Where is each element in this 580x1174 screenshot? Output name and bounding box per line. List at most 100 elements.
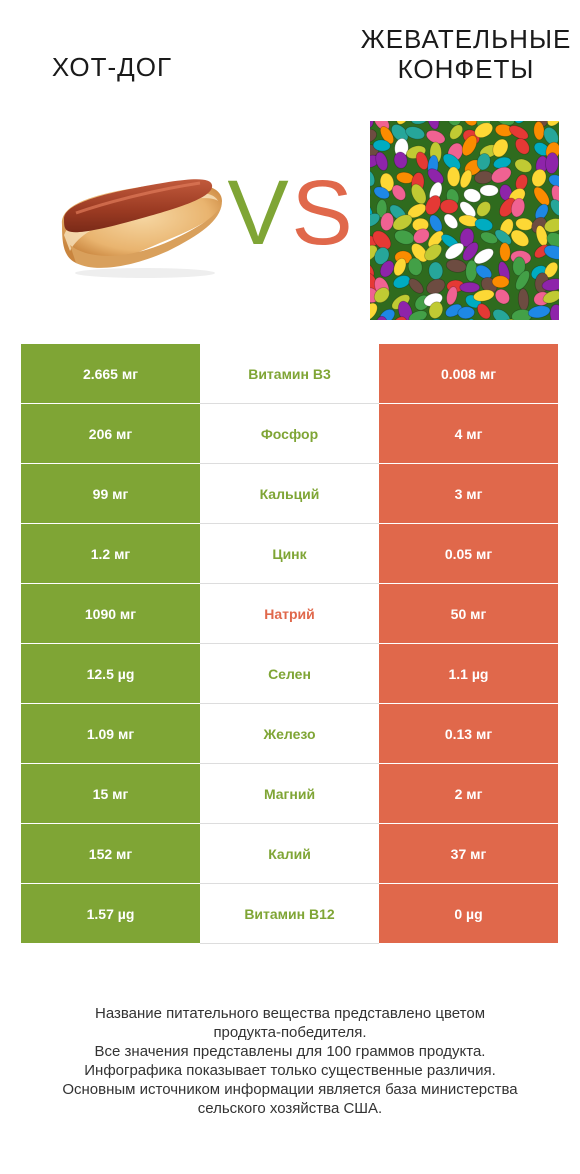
jelly-bean [442, 153, 461, 171]
nutrient-name: Калий [200, 824, 379, 884]
comparison-table: 2.665 мг Витамин B3 0.008 мг 206 мг Фосфор 4 … [21, 344, 558, 944]
vs-s-letter: S [291, 162, 352, 262]
jelly-bean [374, 246, 390, 265]
jelly-bean [546, 121, 559, 127]
jelly-bean [446, 121, 462, 127]
jelly-bean [427, 168, 444, 185]
right-value: 50 мг [379, 584, 558, 644]
nutrient-name: Натрий [200, 584, 379, 644]
table-row: 12.5 µg Селен 1.1 µg [21, 644, 558, 704]
vs-label: V S [228, 162, 353, 262]
footer-line: Все значения представлены для 100 граммо… [94, 1043, 486, 1060]
jelly-bean [543, 244, 559, 260]
nutrient-name: Железо [200, 704, 379, 764]
jelly-bean [390, 124, 409, 143]
jelly-bean [492, 138, 509, 158]
jelly-bean [463, 188, 482, 203]
jelly-bean [549, 304, 559, 320]
jelly-bean [550, 199, 559, 217]
jelly-bean [408, 310, 428, 320]
jelly-bean [407, 257, 423, 276]
table-row: 206 мг Фосфор 4 мг [21, 404, 558, 464]
left-value: 1.09 мг [21, 704, 200, 764]
jelly-bean [444, 242, 465, 260]
jelly-bean [491, 275, 510, 289]
jelly-bean [396, 121, 411, 125]
jelly-bean [476, 153, 491, 171]
table-row: 1.09 мг Железо 0.13 мг [21, 704, 558, 764]
jelly-bean [476, 201, 491, 217]
jelly-bean [370, 244, 378, 262]
table-row: 2.665 мг Витамин B3 0.008 мг [21, 344, 558, 404]
jelly-bean [372, 139, 391, 152]
table-row: 1.2 мг Цинк 0.05 мг [21, 524, 558, 584]
jelly-bean [461, 135, 478, 157]
jelly-bean [474, 218, 494, 232]
jelly-bean [508, 125, 529, 140]
right-value: 0 µg [379, 884, 558, 944]
jelly-bean [380, 212, 394, 232]
table-row: 1090 мг Натрий 50 мг [21, 584, 558, 644]
jelly-bean [533, 186, 550, 207]
jelly-bean [370, 201, 373, 221]
table-row: 15 мг Магний 2 мг [21, 764, 558, 824]
jelly-bean [393, 151, 408, 169]
left-value: 1090 мг [21, 584, 200, 644]
jelly-bean [494, 288, 510, 305]
jelly-bean [446, 166, 461, 187]
right-value: 0.13 мг [379, 704, 558, 764]
left-value: 206 мг [21, 404, 200, 464]
jelly-bean [459, 281, 481, 293]
jelly-bean [463, 121, 478, 127]
jelly-bean [393, 257, 407, 277]
jelly-bean [474, 122, 494, 139]
right-value: 4 мг [379, 404, 558, 464]
jelly-bean [545, 152, 559, 174]
jelly-bean [428, 301, 444, 319]
left-value: 1.57 µg [21, 884, 200, 944]
jelly-bean [405, 126, 426, 140]
jelly-beans-image [370, 121, 559, 320]
footer-line: Название питательного вещества представл… [94, 1005, 486, 1022]
left-value: 152 мг [21, 824, 200, 884]
jelly-bean [408, 278, 424, 294]
jelly-bean [445, 303, 463, 318]
jelly-bean [491, 166, 512, 184]
left-value: 12.5 µg [21, 644, 200, 704]
jelly-bean [426, 278, 446, 295]
jelly-bean [512, 256, 526, 276]
table-row: 152 мг Калий 37 мг [21, 824, 558, 884]
jelly-bean [527, 305, 551, 319]
jelly-bean [394, 229, 415, 245]
jelly-bean [479, 184, 499, 197]
jelly-bean [513, 121, 528, 124]
jelly-bean [390, 316, 408, 320]
footer-line: Инфографика показывает только существенн… [84, 1062, 496, 1079]
jelly-bean [459, 201, 477, 218]
vs-v-letter: V [228, 162, 289, 262]
right-value: 2 мг [379, 764, 558, 824]
jelly-bean [370, 169, 376, 187]
jelly-bean [391, 184, 406, 201]
jelly-bean [466, 318, 479, 320]
table-row: 99 мг Кальций 3 мг [21, 464, 558, 524]
left-value: 15 мг [21, 764, 200, 824]
jelly-bean [392, 275, 411, 289]
nutrient-name: Витамин B12 [200, 884, 379, 944]
jelly-bean [375, 151, 389, 171]
jelly-bean [410, 121, 429, 125]
right-value: 1.1 µg [379, 644, 558, 704]
jelly-bean [413, 228, 430, 244]
jelly-bean [462, 241, 479, 262]
jelly-bean [379, 172, 395, 193]
jelly-bean [379, 126, 395, 145]
nutrient-name: Витамин B3 [200, 344, 379, 404]
jelly-bean [370, 182, 372, 202]
jelly-bean [477, 303, 491, 320]
jelly-bean [372, 230, 392, 250]
jelly-bean [424, 243, 443, 261]
nutrient-name: Селен [200, 644, 379, 704]
jelly-bean [425, 130, 446, 144]
jelly-bean [480, 231, 499, 245]
nutrient-name: Цинк [200, 524, 379, 584]
